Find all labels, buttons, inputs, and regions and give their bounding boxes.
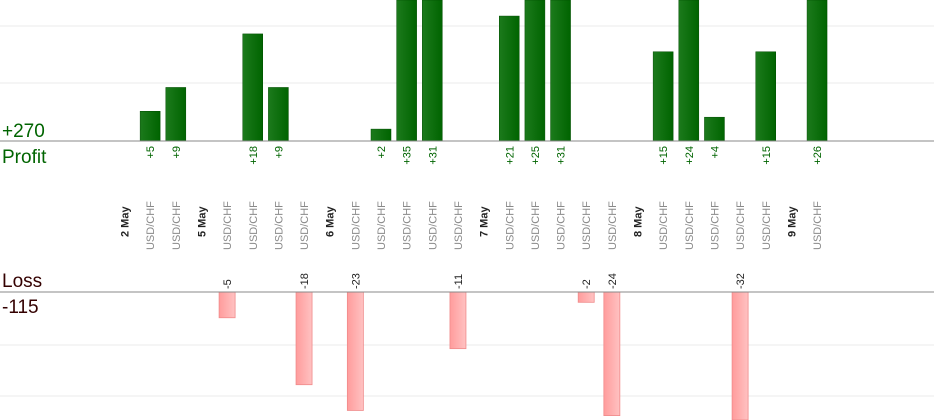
loss-total: -115 <box>2 297 39 318</box>
profit-bar <box>165 87 187 142</box>
pair-label: USD/CHF <box>812 201 824 250</box>
loss-value-label: -18 <box>299 273 311 289</box>
pair-label: USD/CHF <box>709 201 721 250</box>
profit-value-label: +2 <box>376 146 388 159</box>
pair-label: USD/CHF <box>530 201 542 250</box>
profit-value-label: +18 <box>248 146 260 165</box>
loss-value-label: -23 <box>350 273 362 289</box>
pair-label: USD/CHF <box>273 201 285 250</box>
profit-value-label: +5 <box>145 146 157 159</box>
profit-bar <box>268 87 289 142</box>
loss-value-label: -24 <box>607 273 619 289</box>
pair-label: USD/CHF <box>145 201 157 250</box>
pair-label: USD/CHF <box>299 201 311 250</box>
profit-label: Profit <box>2 147 47 168</box>
profit-bar <box>396 0 417 142</box>
profit-value-label: +9 <box>171 146 183 159</box>
pair-label: USD/CHF <box>248 201 260 250</box>
profit-value-label: +4 <box>709 146 721 159</box>
profit-value-label: +21 <box>504 146 516 165</box>
profit-bar <box>806 0 828 142</box>
pair-label: USD/CHF <box>581 201 593 250</box>
profit-value-label: +31 <box>556 146 568 165</box>
date-label: 2 May <box>120 206 132 237</box>
date-label: 8 May <box>633 206 645 237</box>
profit-value-label: +9 <box>273 146 285 159</box>
date-label: 5 May <box>196 206 208 237</box>
loss-bar <box>577 291 595 303</box>
column-labels: 2 May USD/CHF +5 USD/CHF +9 5 May USD/CHF -5 USD… <box>120 146 825 289</box>
pair-label: USD/CHF <box>658 201 670 250</box>
pair-label: USD/CHF <box>427 201 439 250</box>
loss-bar <box>731 291 749 420</box>
profit-value-label: +35 <box>402 146 414 165</box>
loss-value-label: -5 <box>222 279 234 289</box>
profit-bar <box>422 0 443 142</box>
profit-bar <box>499 15 520 142</box>
pair-label: USD/CHF <box>453 201 465 250</box>
pair-label: USD/CHF <box>684 201 696 250</box>
loss-label: Loss <box>2 271 42 292</box>
pair-label: USD/CHF <box>735 201 747 250</box>
pair-label: USD/CHF <box>222 201 234 250</box>
pair-label: USD/CHF <box>504 201 516 250</box>
pair-label: USD/CHF <box>376 201 388 250</box>
profit-bar <box>370 128 392 142</box>
pair-label: USD/CHF <box>761 201 773 250</box>
profit-bar <box>550 0 571 142</box>
loss-bar <box>295 291 313 386</box>
pair-label: USD/CHF <box>556 201 568 250</box>
profit-bar <box>704 116 725 142</box>
pair-label: USD/CHF <box>607 201 619 250</box>
gridlines <box>0 25 934 397</box>
profit-bar <box>139 111 161 142</box>
profit-value-label: +25 <box>530 146 542 165</box>
date-label: 6 May <box>325 206 337 237</box>
loss-bars <box>218 291 749 420</box>
loss-value-label: -32 <box>735 273 747 289</box>
profit-value-label: +15 <box>658 146 670 165</box>
profit-value-label: +26 <box>812 146 824 165</box>
date-label: 9 May <box>786 206 798 237</box>
loss-bar <box>603 291 621 416</box>
profit-bar <box>755 51 776 142</box>
profit-bar <box>242 33 263 142</box>
loss-bar <box>449 291 467 350</box>
pair-label: USD/CHF <box>402 201 414 250</box>
profit-value-label: +31 <box>427 146 439 165</box>
pair-label: USD/CHF <box>171 201 183 250</box>
profit-bar <box>678 0 700 142</box>
pair-label: USD/CHF <box>350 201 362 250</box>
profit-total: +270 <box>2 121 45 142</box>
profit-bar <box>524 0 546 142</box>
loss-bar <box>346 291 364 411</box>
date-label: 7 May <box>479 206 491 237</box>
profit-bars <box>139 0 828 142</box>
loss-value-label: -11 <box>453 274 465 289</box>
profit-value-label: +15 <box>761 146 773 165</box>
profit-bar <box>652 51 674 142</box>
profit-value-label: +24 <box>684 146 696 165</box>
loss-bar <box>218 291 236 319</box>
loss-value-label: -2 <box>581 279 593 289</box>
